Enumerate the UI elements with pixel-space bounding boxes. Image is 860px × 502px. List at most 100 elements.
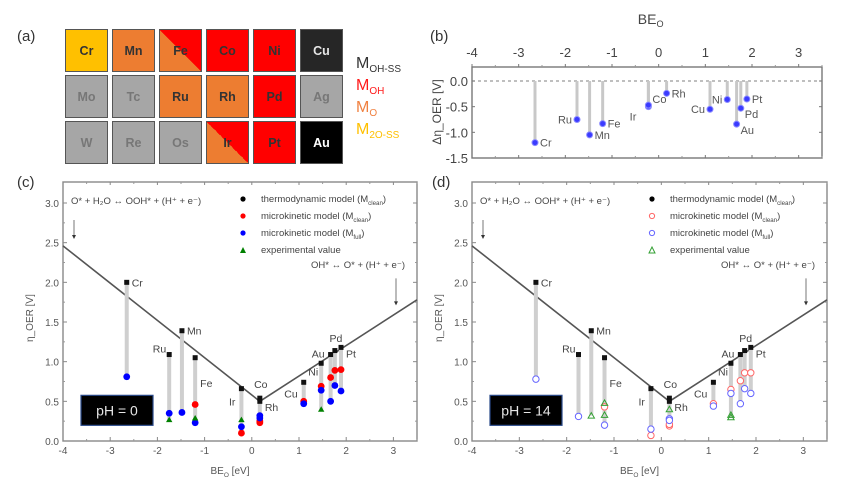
- data-point-au: [733, 120, 741, 128]
- data-point-experimental-fe: [600, 410, 609, 418]
- legend-marker: [240, 196, 246, 202]
- data-point-pt: [743, 95, 751, 103]
- data-point-microkinetic_full-cu: [709, 402, 718, 410]
- data-point-microkinetic_full-ni: [317, 386, 325, 394]
- point-label: Rh: [672, 88, 686, 100]
- element-label-fe: Fe: [610, 378, 622, 390]
- legend-marker: [240, 230, 246, 236]
- legend-label: microkinetic model (Mclean): [261, 211, 371, 224]
- y-tick-label: 1.5: [454, 318, 468, 329]
- panel-a-label: (a): [17, 28, 36, 45]
- element-cell-re: Re: [112, 121, 155, 164]
- data-point-microkinetic_full-rh: [256, 414, 264, 422]
- legend-entry-oh: MOH: [356, 77, 385, 98]
- reaction-annotation-right: OH* ↔ O* + (H⁺ + e⁻): [721, 260, 815, 271]
- y-tick-label: 1.0: [454, 358, 468, 369]
- element-label-ni: Ni: [718, 367, 728, 379]
- data-point-microkinetic_full-pd: [331, 382, 339, 389]
- ph-badge: [489, 394, 563, 426]
- data-point-microkinetic_full-mn: [178, 409, 186, 416]
- data-point-microkinetic_full-cu: [300, 400, 308, 408]
- element-symbol: Mo: [77, 89, 96, 104]
- y-tick-label: 1.0: [45, 358, 59, 369]
- element-cell-mn: Mn: [112, 29, 155, 72]
- data-point-microkinetic_full-ru: [165, 409, 173, 417]
- y-tick-label: 0.5: [454, 397, 468, 408]
- element-label-ru: Ru: [153, 344, 167, 356]
- data-point-thermodynamic-ni: [318, 360, 324, 366]
- data-point-experimental-ru: [166, 416, 173, 423]
- data-point-microkinetic_clean-pd: [331, 366, 339, 374]
- element-symbol: Ni: [268, 43, 281, 58]
- element-label-au: Au: [312, 349, 325, 361]
- point-label: Mn: [595, 130, 610, 142]
- point-label: Fe: [608, 119, 621, 131]
- data-point-thermodynamic-rh: [666, 398, 672, 404]
- panel-c-label: (c): [17, 174, 35, 191]
- x-tick-label: 3: [391, 446, 397, 457]
- arrow-down-icon: [804, 301, 808, 306]
- element-cell-ag: Ag: [300, 75, 343, 118]
- element-label-ir: Ir: [229, 396, 236, 408]
- arrow-down-icon: [394, 301, 398, 306]
- element-label-pt: Pt: [756, 349, 766, 361]
- element-cell-mo: Mo: [65, 75, 108, 118]
- legend-entry-o: MO: [356, 99, 378, 120]
- element-cell-fe: Fe: [159, 29, 202, 72]
- x-tick-label: 0: [659, 446, 665, 457]
- data-point-thermodynamic-ni: [728, 360, 734, 366]
- legend-marker: [648, 245, 656, 254]
- x-axis-title: BEO: [638, 11, 664, 29]
- legend-label: microkinetic model (Mclean): [670, 211, 780, 224]
- x-tick-label: 3: [795, 45, 802, 60]
- element-cell-cr: Cr: [65, 29, 108, 72]
- element-symbol: W: [80, 135, 93, 150]
- data-point-microkinetic_full-ru: [574, 412, 583, 421]
- data-point-thermodynamic-pt: [338, 344, 344, 350]
- x-tick-label: -4: [466, 45, 478, 60]
- element-cell-ir: Ir: [206, 121, 249, 164]
- element-symbol: Ag: [313, 89, 330, 104]
- data-point-thermodynamic-cu: [301, 379, 307, 385]
- element-label-rh: Rh: [674, 402, 688, 414]
- x-tick-label: -4: [59, 446, 68, 457]
- x-tick-label: 2: [753, 446, 759, 457]
- data-point-microkinetic_full-fe: [191, 419, 199, 427]
- reaction-annotation-right: OH* ↔ O* + (H⁺ + e⁻): [311, 260, 405, 271]
- data-point-microkinetic_clean-pd: [740, 369, 749, 377]
- data-point-microkinetic_full-rh: [665, 416, 674, 425]
- element-label-mn: Mn: [596, 326, 611, 338]
- data-point-microkinetic_clean-au: [736, 377, 745, 385]
- point-label: Pt: [752, 94, 762, 106]
- element-cell-au: Au: [300, 121, 343, 164]
- data-point-thermodynamic-mn: [588, 328, 594, 334]
- data-point-co: [644, 101, 652, 109]
- element-label-pd: Pd: [329, 333, 342, 345]
- x-tick-label: 2: [748, 45, 755, 60]
- element-label-mn: Mn: [187, 326, 202, 338]
- data-point-cr: [531, 139, 539, 147]
- y-tick-label: -1.0: [446, 125, 468, 140]
- element-label-co: Co: [664, 379, 678, 391]
- ph-badge-label: pH = 0: [96, 402, 138, 418]
- x-tick-label: -1: [200, 446, 209, 457]
- panel-b-label: (b): [430, 28, 449, 45]
- legend-marker: [240, 213, 246, 219]
- element-label-ru: Ru: [562, 344, 576, 356]
- data-point-microkinetic_full-au: [736, 400, 745, 408]
- plot-frame: [471, 66, 823, 159]
- panel-b-chart: -4 -3 -2 -1 0 1 2 3 0.0 -0.5 -1.0 -1.5 BEO Δη_OER [V]…: [430, 11, 823, 166]
- element-symbol: Pd: [266, 89, 283, 104]
- data-point-microkinetic_clean-au: [327, 374, 335, 381]
- data-point-microkinetic_clean-fe: [191, 401, 199, 408]
- element-cell-os: Os: [159, 121, 202, 164]
- y-tick-label: 0.0: [45, 437, 59, 448]
- element-label-ir: Ir: [638, 396, 645, 408]
- data-point-thermodynamic-au: [328, 352, 334, 358]
- y-axis-title: η_OER [V]: [25, 294, 36, 342]
- panel-d-chart: -4 -3 -2 -1 0 1 2 3 0.0 0.5 1.0 1.5 2.0 2.5 3.0 BEO [eV…: [434, 181, 828, 479]
- x-tick-label: 3: [801, 446, 807, 457]
- data-point-thermodynamic-ir: [648, 386, 654, 392]
- plot-frame: [471, 181, 828, 442]
- x-tick-label: 0: [655, 45, 662, 60]
